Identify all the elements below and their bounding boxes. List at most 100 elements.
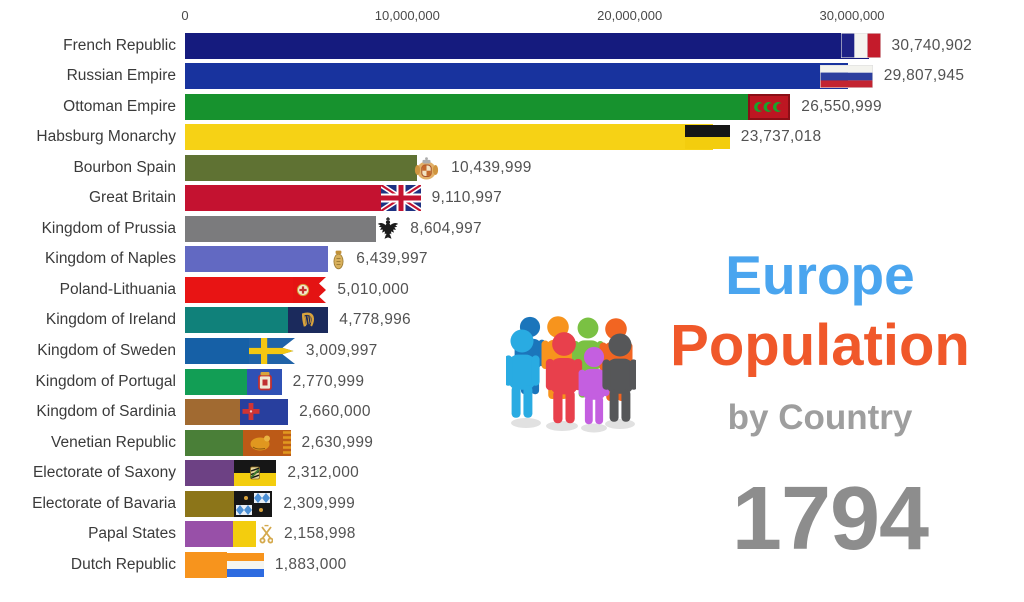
russian-tricolor-flag-icon bbox=[819, 64, 873, 88]
french-tricolor-flag-icon bbox=[840, 33, 881, 58]
value-label: 23,737,018 bbox=[740, 128, 822, 146]
country-label: Bourbon Spain bbox=[73, 158, 176, 176]
bar-row: Kingdom of Naples 6,439,997 bbox=[0, 246, 1024, 273]
population-bar bbox=[185, 246, 329, 273]
x-axis-tick: 0 bbox=[181, 8, 189, 23]
value-label: 2,630,999 bbox=[301, 433, 374, 451]
country-label: Ottoman Empire bbox=[63, 97, 176, 115]
value-label: 30,740,902 bbox=[891, 36, 973, 54]
population-bar bbox=[185, 154, 418, 181]
country-label: Kingdom of Portugal bbox=[35, 372, 176, 390]
bar-row: Kingdom of Sardinia 2,660,000 bbox=[0, 399, 1024, 426]
value-label: 2,660,000 bbox=[299, 403, 371, 421]
population-bar bbox=[185, 185, 388, 212]
population-bar bbox=[185, 93, 776, 120]
people-group-icon bbox=[506, 293, 636, 435]
population-bar bbox=[185, 32, 869, 59]
country-label: Great Britain bbox=[88, 189, 176, 207]
bar-row: Dutch Republic 1,883,000 bbox=[0, 551, 1024, 578]
value-label: 3,009,997 bbox=[305, 342, 378, 359]
sweden-swallowtail-flag-icon bbox=[248, 338, 295, 364]
value-label: 6,439,997 bbox=[356, 250, 428, 268]
country-label: Kingdom of Naples bbox=[45, 250, 176, 268]
bar-row: Venetian Republic 2,630,999 bbox=[0, 429, 1024, 456]
x-axis-tick: 20,000,000 bbox=[597, 8, 663, 23]
value-label: 29,807,945 bbox=[883, 67, 965, 85]
value-label: 5,010,000 bbox=[337, 280, 410, 298]
population-bar bbox=[185, 521, 233, 548]
value-label: 10,439,999 bbox=[451, 158, 532, 176]
ireland-harp-flag-icon bbox=[288, 307, 329, 334]
bavaria-lozenges-flag-icon bbox=[234, 490, 273, 517]
population-bar bbox=[185, 460, 237, 487]
bar-row: Poland-Lithuania 5,010,000 bbox=[0, 276, 1024, 303]
year-label: 1794 bbox=[731, 469, 929, 569]
value-label: 2,158,998 bbox=[284, 525, 356, 543]
bar-row: Ottoman Empire 26,550,999 bbox=[0, 93, 1024, 120]
country-label: French Republic bbox=[63, 36, 176, 54]
country-label: Kingdom of Prussia bbox=[41, 219, 176, 237]
union-jack-flag-icon bbox=[380, 185, 421, 212]
ottoman-crescents-flag-icon bbox=[748, 93, 791, 120]
portugal-arms-flag-icon bbox=[246, 368, 282, 395]
population-bar bbox=[185, 490, 237, 517]
poland-lithuania-banner-icon bbox=[293, 276, 327, 303]
value-label: 2,770,999 bbox=[292, 372, 365, 390]
bourbon-spain-arms-icon bbox=[413, 155, 440, 181]
bar-row: Russian Empire 29,807,945 bbox=[0, 63, 1024, 90]
x-axis-tick: 30,000,000 bbox=[819, 8, 885, 23]
title-line-population: Population bbox=[670, 313, 970, 378]
country-label: Habsburg Monarchy bbox=[36, 128, 176, 146]
title-line-by-country: by Country bbox=[727, 398, 913, 437]
country-label: Papal States bbox=[88, 525, 176, 543]
naples-arms-icon bbox=[332, 248, 345, 270]
saxony-arms-flag-icon bbox=[234, 460, 277, 487]
country-label: Venetian Republic bbox=[51, 433, 176, 451]
value-label: 2,309,999 bbox=[283, 494, 356, 512]
population-bar bbox=[185, 368, 247, 395]
bar-row: Papal States 2,158,998 bbox=[0, 521, 1024, 548]
population-bar bbox=[185, 551, 227, 578]
value-label: 4,778,996 bbox=[339, 311, 411, 329]
bar-row: Great Britain 9,110,997 bbox=[0, 185, 1024, 212]
bar-row: French Republic 30,740,902 bbox=[0, 32, 1024, 59]
population-bar bbox=[185, 338, 252, 364]
country-label: Electorate of Saxony bbox=[32, 464, 176, 482]
country-label: Kingdom of Sweden bbox=[37, 342, 176, 359]
bar-row: Electorate of Bavaria 2,309,999 bbox=[0, 490, 1024, 517]
country-label: Russian Empire bbox=[66, 67, 176, 85]
bar-row: Electorate of Saxony 2,312,000 bbox=[0, 460, 1024, 487]
country-label: Kingdom of Sardinia bbox=[36, 403, 176, 421]
bar-row: Kingdom of Sweden 3,009,997 bbox=[0, 338, 1024, 364]
bar-row: Bourbon Spain 10,439,999 bbox=[0, 154, 1024, 181]
population-bar bbox=[185, 307, 292, 334]
value-label: 2,312,000 bbox=[287, 464, 360, 482]
bar-row: Kingdom of Ireland 4,778,996 bbox=[0, 307, 1024, 334]
bar-row: Kingdom of Portugal 2,770,999 bbox=[0, 368, 1024, 395]
dutch-prinsenvlag-icon bbox=[226, 552, 264, 577]
country-label: Dutch Republic bbox=[70, 555, 176, 573]
bar-row: Habsburg Monarchy 23,737,018 bbox=[0, 124, 1024, 151]
population-bar bbox=[185, 429, 244, 456]
population-bar bbox=[185, 399, 245, 426]
country-label: Electorate of Bavaria bbox=[32, 494, 176, 512]
x-axis-tick: 10,000,000 bbox=[374, 8, 440, 23]
venice-lion-banner-icon bbox=[242, 429, 291, 456]
value-label: 26,550,999 bbox=[801, 97, 882, 115]
country-label: Poland-Lithuania bbox=[59, 280, 176, 298]
habsburg-black-yellow-flag-icon bbox=[684, 125, 730, 150]
population-bar bbox=[185, 276, 297, 303]
value-label: 8,604,997 bbox=[410, 219, 482, 237]
country-label: Kingdom of Ireland bbox=[45, 311, 176, 329]
sardinia-savoy-flag-icon bbox=[240, 399, 289, 426]
population-bar bbox=[185, 63, 848, 90]
title-line-europe: Europe bbox=[725, 244, 915, 306]
population-bar bbox=[185, 124, 713, 151]
bar-row: Kingdom of Prussia 8,604,997 bbox=[0, 215, 1024, 242]
prussian-eagle-icon bbox=[377, 216, 399, 241]
population-bar bbox=[185, 215, 377, 242]
papal-keys-flag-icon bbox=[233, 521, 273, 548]
value-label: 1,883,000 bbox=[274, 555, 347, 573]
value-label: 9,110,997 bbox=[431, 189, 503, 207]
